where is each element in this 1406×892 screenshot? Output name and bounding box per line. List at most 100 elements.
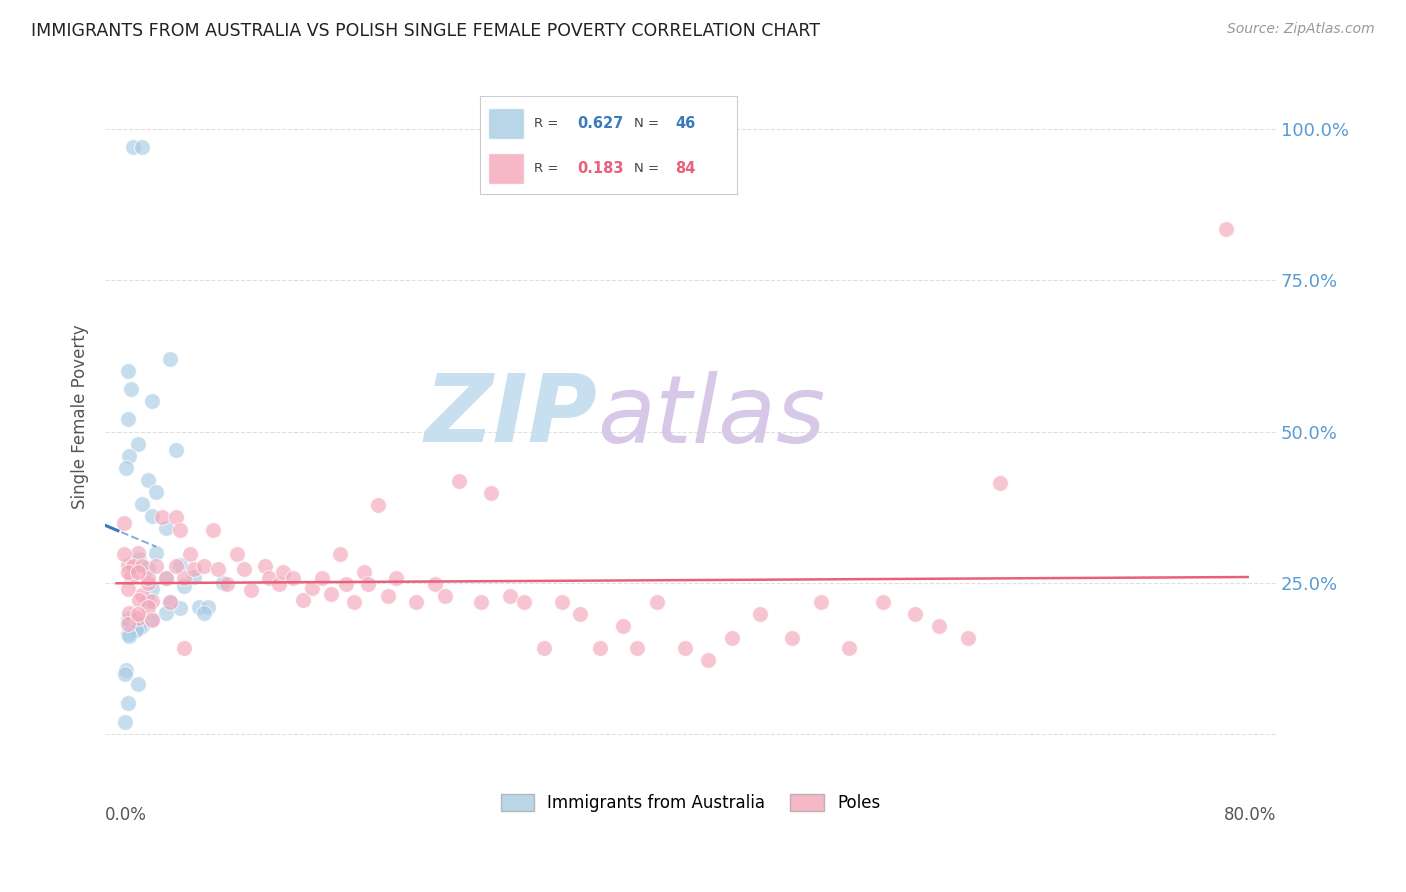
- Point: [120, 570, 142, 584]
- Point: [405, 595, 427, 609]
- Point: [117, 364, 139, 378]
- Point: [118, 449, 141, 463]
- Point: [128, 621, 150, 635]
- Point: [112, 516, 135, 531]
- Point: [696, 653, 718, 667]
- Point: [141, 612, 163, 626]
- Point: [357, 577, 380, 591]
- Point: [159, 351, 181, 366]
- Point: [353, 565, 375, 579]
- Point: [904, 607, 927, 622]
- Point: [810, 595, 832, 609]
- Point: [201, 523, 224, 537]
- Point: [782, 632, 804, 646]
- Point: [988, 475, 1011, 490]
- Point: [232, 562, 254, 576]
- Point: [136, 560, 159, 574]
- Point: [169, 558, 191, 572]
- Point: [673, 641, 696, 656]
- Point: [183, 562, 205, 576]
- Point: [155, 571, 177, 585]
- Point: [329, 547, 352, 561]
- Point: [131, 558, 153, 573]
- Point: [173, 579, 195, 593]
- Point: [423, 577, 446, 591]
- Point: [114, 714, 136, 729]
- Point: [225, 547, 247, 561]
- Point: [127, 618, 149, 632]
- Text: ZIP: ZIP: [425, 370, 598, 462]
- Point: [626, 641, 648, 656]
- Point: [131, 140, 153, 154]
- Point: [193, 606, 215, 620]
- Point: [533, 641, 555, 656]
- Point: [145, 545, 167, 559]
- Point: [748, 607, 770, 622]
- Point: [193, 558, 215, 573]
- Point: [159, 595, 181, 609]
- Point: [131, 588, 153, 602]
- Point: [257, 571, 280, 585]
- Point: [141, 582, 163, 596]
- Point: [173, 641, 195, 656]
- Point: [141, 394, 163, 409]
- Point: [141, 613, 163, 627]
- Point: [117, 582, 139, 596]
- Point: [122, 140, 145, 154]
- Point: [169, 523, 191, 537]
- Point: [301, 581, 323, 595]
- Point: [211, 575, 233, 590]
- Point: [479, 486, 502, 500]
- Point: [385, 571, 408, 585]
- Point: [335, 577, 357, 591]
- Text: Source: ZipAtlas.com: Source: ZipAtlas.com: [1227, 22, 1375, 37]
- Point: [165, 510, 187, 524]
- Point: [117, 412, 139, 426]
- Point: [367, 499, 389, 513]
- Point: [311, 571, 333, 585]
- Point: [117, 616, 139, 631]
- Point: [120, 382, 142, 396]
- Point: [253, 558, 276, 573]
- Point: [117, 627, 139, 641]
- Point: [1215, 222, 1237, 236]
- Point: [956, 632, 979, 646]
- Point: [118, 615, 141, 629]
- Point: [141, 509, 163, 524]
- Point: [131, 497, 153, 511]
- Point: [283, 571, 305, 585]
- Point: [145, 558, 167, 573]
- Point: [122, 558, 145, 573]
- Point: [838, 641, 860, 656]
- Point: [117, 565, 139, 579]
- Point: [207, 562, 229, 576]
- Point: [292, 592, 315, 607]
- Point: [112, 547, 135, 561]
- Point: [136, 594, 159, 608]
- Point: [433, 589, 456, 603]
- Point: [343, 595, 366, 609]
- Point: [127, 677, 149, 691]
- Point: [117, 558, 139, 572]
- Point: [612, 619, 634, 633]
- Point: [569, 607, 592, 622]
- Text: 80.0%: 80.0%: [1223, 806, 1277, 824]
- Point: [117, 696, 139, 710]
- Point: [127, 565, 149, 579]
- Point: [155, 606, 177, 620]
- Point: [115, 664, 138, 678]
- Point: [179, 547, 201, 561]
- Point: [155, 571, 177, 585]
- Point: [197, 599, 219, 614]
- Point: [239, 582, 262, 597]
- Point: [136, 473, 159, 487]
- Point: [128, 592, 150, 607]
- Point: [645, 595, 668, 609]
- Point: [269, 577, 291, 591]
- Point: [498, 589, 520, 603]
- Point: [128, 551, 150, 566]
- Point: [145, 485, 167, 500]
- Point: [173, 571, 195, 585]
- Point: [470, 595, 492, 609]
- Point: [165, 442, 187, 457]
